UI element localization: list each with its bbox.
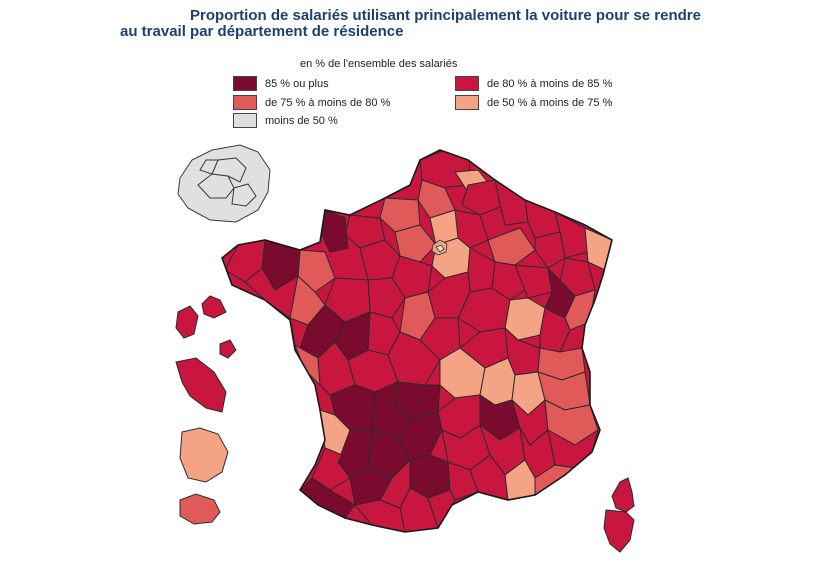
legend-swatch	[233, 95, 257, 110]
martinique-large	[175, 357, 227, 413]
department-80	[427, 489, 456, 529]
department-14	[394, 224, 437, 263]
la-reunion	[179, 493, 221, 525]
legend-item-85-plus: 85 % ou plus	[233, 76, 329, 91]
department-72	[349, 467, 393, 506]
legend-label: de 50 % à moins de 75 %	[487, 96, 613, 109]
legend-swatch	[233, 113, 257, 128]
corsica-north	[611, 477, 635, 513]
martinique	[219, 339, 237, 359]
overseas-departments	[175, 295, 237, 525]
ile-de-france-inset	[177, 144, 271, 223]
legend-swatch	[455, 76, 479, 91]
legend-item-50-75: de 50 % à moins de 75 %	[455, 95, 612, 110]
department-21	[534, 231, 566, 269]
legend-label: moins de 50 %	[265, 114, 338, 127]
legend-swatch	[233, 76, 257, 91]
corsica	[603, 477, 635, 553]
france-mainland	[222, 150, 612, 532]
legend-item-80-85: de 80 % à moins de 85 %	[455, 76, 612, 91]
department-79	[354, 499, 406, 532]
map-title: Proportion de salariés utilisant princip…	[120, 8, 720, 40]
legend-label: de 80 % à moins de 85 %	[487, 77, 613, 90]
legend-item-75-80: de 75 % à moins de 80 %	[233, 95, 390, 110]
paris-center	[431, 239, 448, 256]
title-line-2: au travail par département de résidence	[120, 23, 404, 40]
legend-item-below-50: moins de 50 %	[233, 113, 338, 128]
corsica-south	[603, 509, 635, 553]
legend-swatch	[455, 95, 479, 110]
guyane	[179, 427, 229, 483]
legend-caption: en % de l'ensemble des salariés	[300, 58, 458, 70]
france-outline	[221, 149, 613, 533]
title-line-1: Proportion de salariés utilisant princip…	[190, 7, 701, 24]
legend-label: 85 % ou plus	[265, 77, 329, 90]
legend-label: de 75 % à moins de 80 %	[265, 96, 391, 109]
guadeloupe	[175, 295, 227, 339]
department-3	[461, 179, 506, 216]
department-20	[487, 227, 536, 266]
department-25	[491, 261, 529, 301]
